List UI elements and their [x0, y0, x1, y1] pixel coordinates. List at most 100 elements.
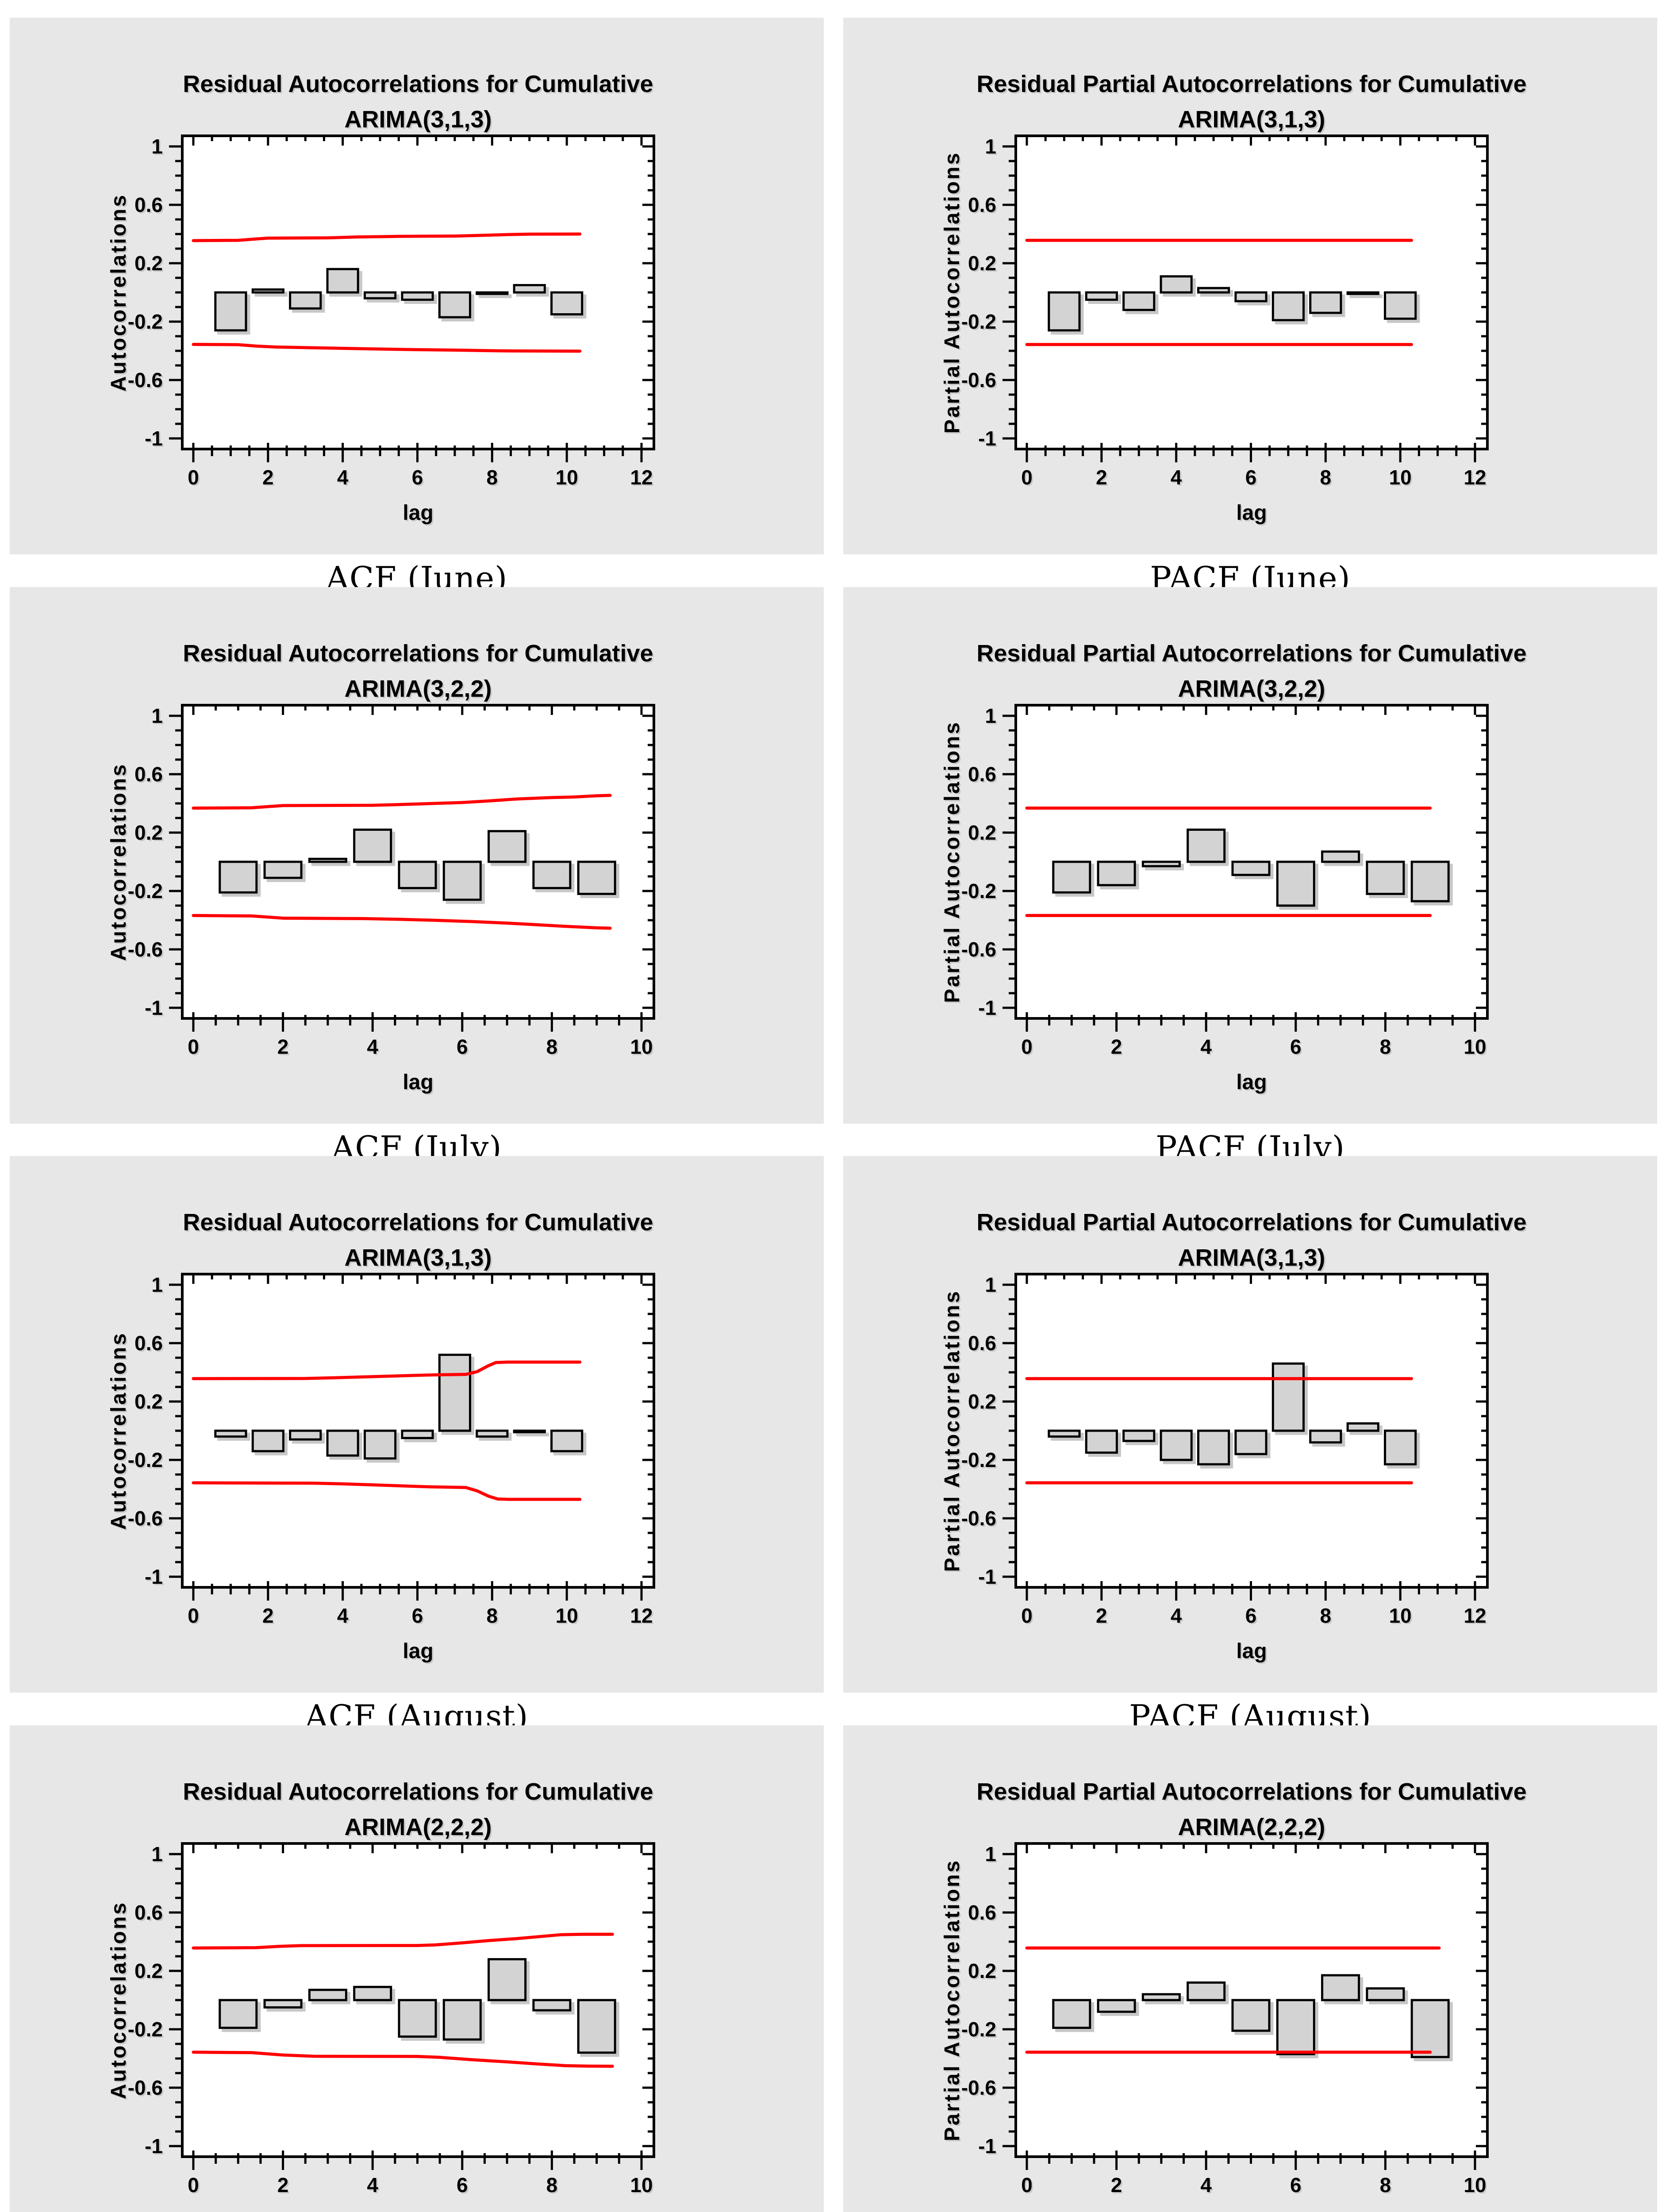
x-axis-label: lag: [403, 1640, 433, 1663]
bar-lag-2: [251, 1429, 284, 1452]
chart-text: Residual Partial Autocorrelations for Cu…: [941, 71, 1527, 525]
confidence-band-upper: [192, 232, 582, 242]
bar-lag-1: [1052, 1999, 1091, 2029]
bars: [1048, 275, 1417, 332]
cell-pacf-august: 1 0.6 0.2 -0.2 -0.6 -1 0 2 4 6 8 10 12 Residual Parti…: [834, 1156, 1667, 1735]
chart-title-line1: Residual Autocorrelations for Cumulative: [183, 640, 653, 667]
pacf-june-chart: 1 0.6 0.2 -0.2 -0.6 -1 0 2 4 6 8 10 12 Residual Parti…: [941, 71, 1527, 525]
x-axis-tick-label: 0: [188, 1035, 199, 1058]
x-axis-tick-label: 0: [188, 2174, 199, 2197]
bar-lag-8: [532, 860, 572, 889]
y-axis-tick-label: -0.6: [128, 1507, 163, 1530]
bar-lag-6: [1276, 860, 1315, 907]
confidence-band-lower: [192, 343, 582, 353]
x-axis-tick-label: 4: [337, 1604, 349, 1627]
y-axis-tick-label: 1: [985, 1273, 996, 1296]
panel-pacf-july: 1 0.6 0.2 -0.2 -0.6 -1 0 2 4 6 8 10 Residual Partial…: [843, 587, 1657, 1124]
x-axis-tick-label: 10: [1463, 1035, 1486, 1058]
bar-lag-9: [577, 860, 616, 895]
tick-labels: 1 0.6 0.2 -0.2 -0.6 -1 0 2 4 6 8 10: [128, 1843, 653, 2197]
bar-lag-1: [214, 1429, 247, 1438]
bar-lag-5: [363, 1429, 397, 1460]
y-axis-tick-label: -1: [978, 2135, 996, 2158]
y-axis-tick-label: -0.6: [961, 369, 996, 392]
bar-lag-1: [214, 291, 247, 332]
cell-acf-august: 1 0.6 0.2 -0.2 -0.6 -1 0 2 4 6 8 10 12 Residual Autoc…: [0, 1156, 834, 1735]
panel-pacf-march-august: 1 0.6 0.2 -0.2 -0.6 -1 0 2 4 6 8 10 Residual Partial…: [843, 1725, 1657, 2212]
chart-text: Residual Partial Autocorrelations for Cu…: [941, 1209, 1527, 1663]
y-axis-tick-label: 0.6: [968, 1901, 996, 1924]
x-axis-label: lag: [1236, 1640, 1267, 1663]
tick-labels: 1 0.6 0.2 -0.2 -0.6 -1 0 2 4 6 8 10 12: [961, 135, 1486, 489]
x-axis-tick-label: 8: [1320, 466, 1332, 489]
bar-lag-5: [1197, 287, 1230, 294]
x-axis-label: lag: [1236, 501, 1267, 525]
bar-lag-3: [1122, 1429, 1156, 1442]
tick-labels: 1 0.6 0.2 -0.2 -0.6 -1 0 2 4 6 8 10: [961, 704, 1486, 1058]
chart-title-line1: Residual Partial Autocorrelations for Cu…: [976, 71, 1526, 97]
confidence-band-upper: [192, 794, 612, 810]
bar-lag-6: [1276, 1999, 1315, 2055]
y-axis-tick-label: 0.2: [968, 252, 996, 275]
chart-text: Residual Autocorrelations for Cumulative…: [107, 640, 653, 1094]
bar-lag-7: [1321, 1974, 1360, 2001]
x-axis-tick-label: 8: [1320, 1604, 1332, 1627]
y-axis-tick-label: -1: [978, 427, 996, 450]
axis-ticks: [1003, 136, 1487, 462]
x-axis-tick-label: 4: [1200, 2174, 1212, 2197]
chart-title-line1: Residual Partial Autocorrelations for Cu…: [976, 1778, 1526, 1805]
x-axis-tick-label: 0: [1021, 1604, 1033, 1627]
tick-labels: 1 0.6 0.2 -0.2 -0.6 -1 0 2 4 6 8 10: [128, 704, 653, 1058]
bar-lag-8: [1366, 860, 1405, 895]
bar-lag-2: [1085, 1429, 1118, 1454]
y-axis-label: Partial Autocorrelations: [941, 1290, 964, 1572]
x-axis-tick-label: 0: [188, 1604, 199, 1627]
chart-title-line1: Residual Autocorrelations for Cumulative: [183, 71, 653, 97]
chart-text: Residual Partial Autocorrelations for Cu…: [941, 640, 1527, 1094]
bar-lag-3: [289, 1429, 322, 1441]
panel-pacf-june: 1 0.6 0.2 -0.2 -0.6 -1 0 2 4 6 8 10 12 Residual Parti…: [843, 18, 1657, 554]
chart-title-line1: Residual Partial Autocorrelations for Cu…: [976, 640, 1526, 667]
y-axis-tick-label: 0.2: [134, 1390, 163, 1413]
y-axis-tick-label: 1: [151, 1843, 163, 1866]
bar-lag-9: [577, 1999, 616, 2054]
bar-lag-5: [1231, 1999, 1271, 2032]
x-axis-tick-label: 10: [1389, 466, 1412, 489]
y-axis-tick-label: 0.2: [968, 1959, 996, 1982]
chart-title-line2: ARIMA(3,1,3): [1178, 106, 1325, 133]
x-axis-tick-label: 0: [188, 466, 199, 489]
y-axis-tick-label: -1: [145, 2135, 163, 2158]
y-axis-tick-label: -1: [145, 1565, 163, 1588]
bar-lag-4: [1187, 828, 1226, 863]
bar-lag-6: [401, 1429, 434, 1439]
bar-lag-8: [1309, 1429, 1342, 1444]
x-axis-tick-label: 10: [556, 1604, 578, 1627]
chart-title-line2: ARIMA(3,2,2): [1178, 676, 1325, 702]
bar-lag-4: [326, 1429, 359, 1457]
bar-lag-9: [513, 1429, 546, 1433]
bar-lag-6: [442, 1999, 482, 2041]
x-axis-tick-label: 2: [262, 1604, 274, 1627]
x-axis-label: lag: [1236, 1071, 1267, 1094]
x-axis-tick-label: 0: [1021, 1035, 1033, 1058]
x-axis-tick-label: 12: [630, 1604, 653, 1627]
bar-lag-4: [353, 828, 392, 863]
bar-lag-7: [1271, 291, 1305, 322]
chart-title-line1: Residual Autocorrelations for Cumulative: [183, 1209, 653, 1236]
x-axis-tick-label: 8: [546, 1035, 558, 1058]
bar-lag-8: [476, 1429, 509, 1438]
x-axis-tick-label: 10: [1463, 2174, 1486, 2197]
y-axis-label: Autocorrelations: [107, 763, 131, 961]
cell-acf-june: 1 0.6 0.2 -0.2 -0.6 -1 0 2 4 6 8 10 12 Residual Autoc…: [0, 18, 834, 597]
x-axis-tick-label: 2: [277, 2174, 289, 2197]
bar-lag-7: [438, 1353, 472, 1432]
y-axis-tick-label: 0.6: [134, 763, 163, 786]
bar-lag-10: [1384, 291, 1417, 320]
x-axis-tick-label: 4: [367, 2174, 378, 2197]
chart-text: Residual Autocorrelations for Cumulative…: [107, 1209, 653, 1663]
bar-lag-10: [1384, 1429, 1417, 1466]
y-axis-tick-label: -0.2: [128, 2018, 163, 2041]
bar-lag-6: [1234, 291, 1268, 303]
x-axis-tick-label: 6: [1245, 1604, 1257, 1627]
